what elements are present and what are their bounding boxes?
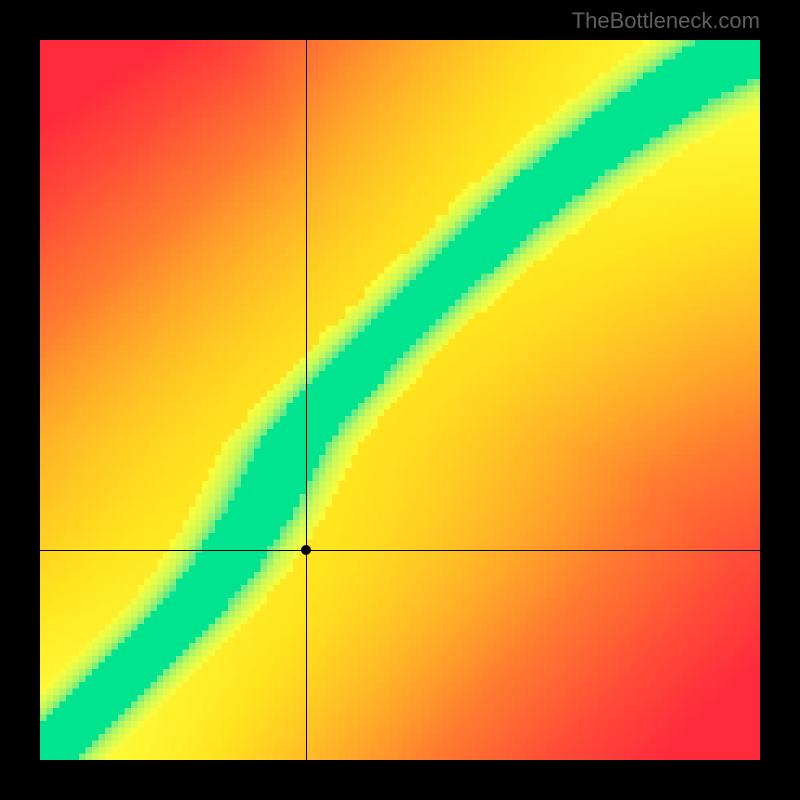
heatmap-plot-area [40,40,760,760]
crosshair-horizontal [40,550,760,551]
crosshair-vertical [306,40,307,760]
bottleneck-heatmap [40,40,760,760]
watermark-text: TheBottleneck.com [572,8,760,34]
selection-marker[interactable] [301,545,311,555]
